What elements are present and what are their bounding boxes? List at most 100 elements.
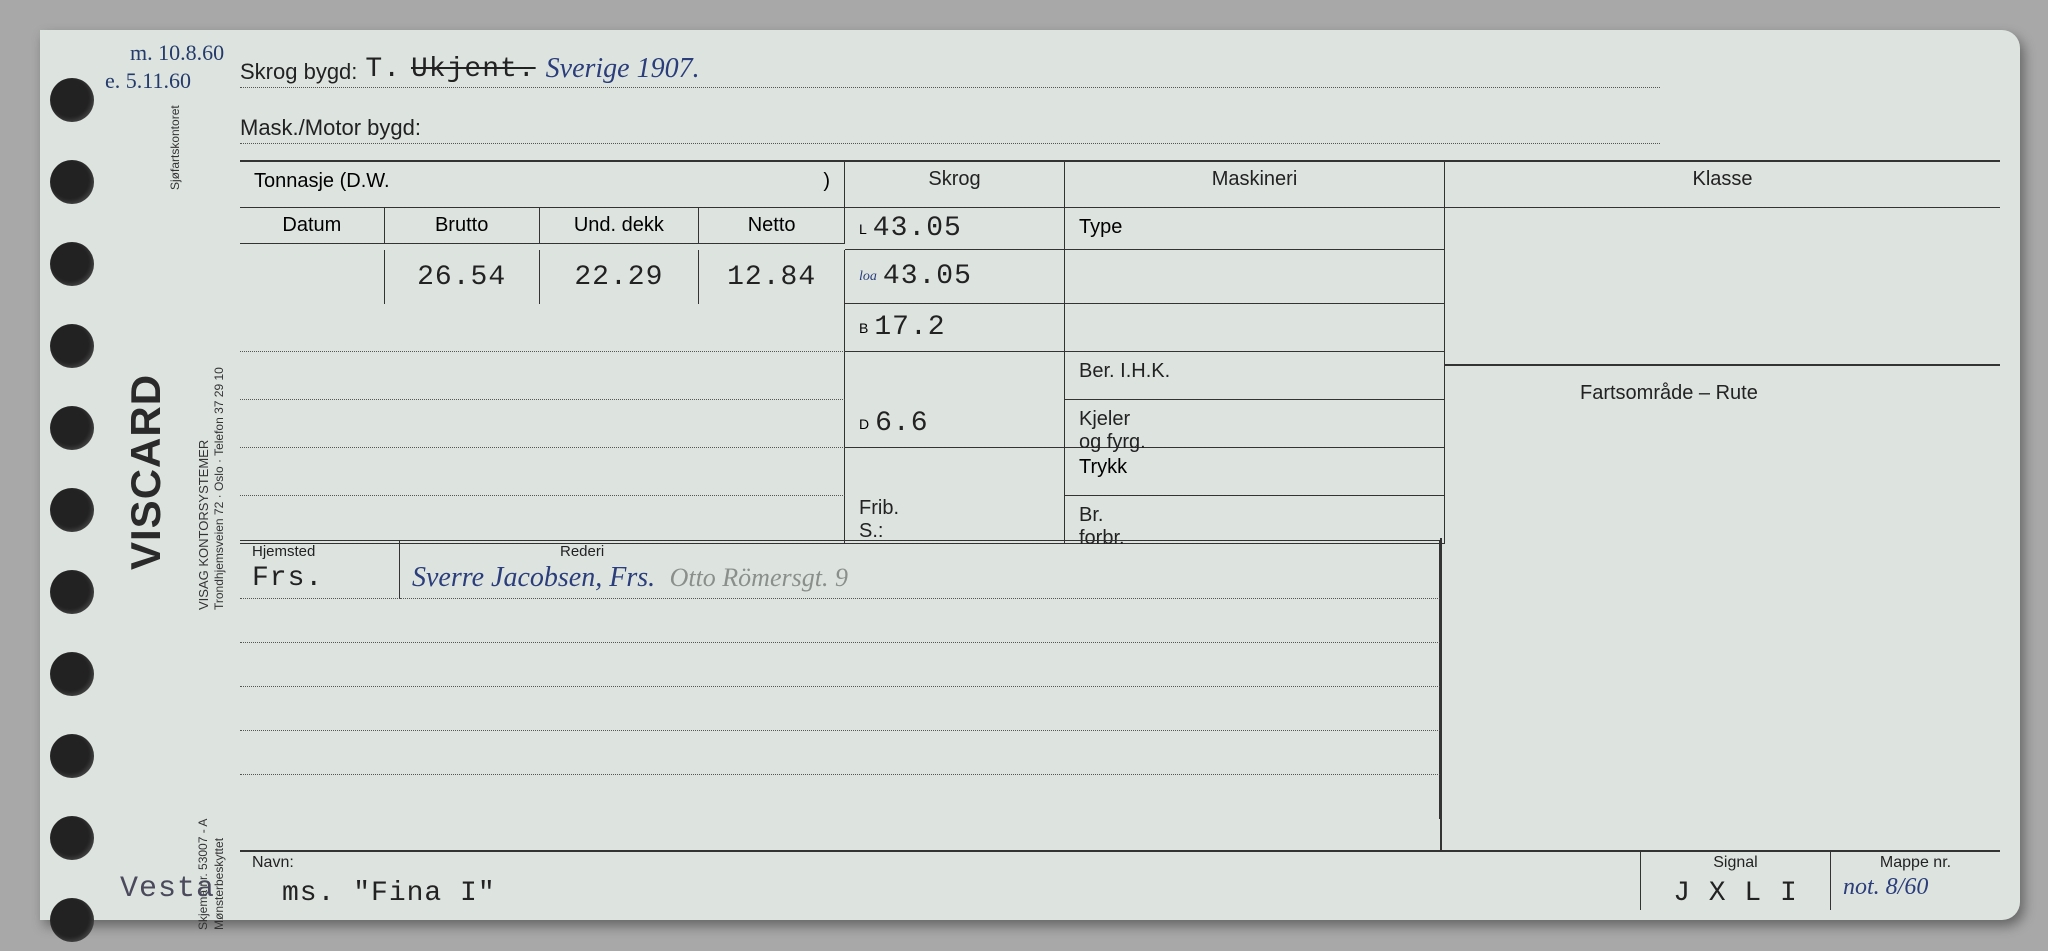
frib-label: Frib. bbox=[859, 497, 899, 520]
tonnage-row-6 bbox=[240, 496, 845, 544]
col-datum: Datum bbox=[240, 208, 385, 244]
hole bbox=[50, 898, 94, 942]
vesta-text: Vesta bbox=[120, 872, 215, 906]
klasse-block: Klasse bbox=[1445, 162, 2000, 250]
skrog-D: D 6.6 bbox=[845, 400, 1065, 448]
maskineri-block: Maskineri Type bbox=[1065, 162, 1445, 250]
skrog-blank bbox=[845, 352, 1065, 400]
hr-blank-1 bbox=[240, 599, 1440, 643]
tonnage-row-5 bbox=[240, 448, 845, 496]
rederi-faded: Otto Römersgt. 9 bbox=[670, 563, 848, 592]
mask-type: Type bbox=[1065, 208, 1445, 250]
hole bbox=[50, 242, 94, 286]
skrog-bygd-prefix: T. bbox=[365, 54, 401, 85]
skrog-bygd-label: Skrog bygd: bbox=[240, 59, 357, 85]
skrog-bygd-struck: Ukjent. bbox=[411, 54, 536, 85]
rederi-cell: Rederi Sverre Jacobsen, Frs. Otto Römers… bbox=[400, 541, 1440, 599]
hole bbox=[50, 652, 94, 696]
index-card: VISCARD Sjøfartskontoret VISAG KONTORSYS… bbox=[40, 30, 2020, 920]
hjemsted-cell: Hjemsted Frs. bbox=[240, 541, 400, 599]
mask-bygd-row: Mask./Motor bygd: bbox=[240, 106, 1660, 144]
tonnage-row-4 bbox=[240, 400, 845, 448]
hr-blank-3 bbox=[240, 687, 1440, 731]
punch-holes bbox=[50, 60, 110, 930]
navn-label: Navn: bbox=[252, 854, 1628, 872]
tonnage-row-3 bbox=[240, 352, 845, 400]
tonnage-row-2 bbox=[240, 304, 845, 352]
fartsomrade-label: Fartsområde – Rute bbox=[1580, 382, 1758, 405]
data-row-6: Frib. S.: Br. forbr. bbox=[240, 496, 2000, 544]
mask-bygd-label: Mask./Motor bygd: bbox=[240, 115, 421, 141]
hole bbox=[50, 406, 94, 450]
hole bbox=[50, 488, 94, 532]
rederi-hand: Sverre Jacobsen, Frs. bbox=[412, 562, 655, 593]
mappe-value: not. 8/60 bbox=[1843, 874, 1988, 901]
skrog-L: L 43.05 bbox=[845, 208, 1065, 250]
tonnage-group-label: Tonnasje (D.W. ) bbox=[240, 162, 845, 208]
col-netto: Netto bbox=[699, 208, 844, 244]
mask-ber: Ber. I.H.K. bbox=[1065, 352, 1445, 400]
skrog-bygd-row: Skrog bygd: T. Ukjent. Sverige 1907. bbox=[240, 50, 1660, 88]
hole bbox=[50, 816, 94, 860]
data-row-5: Trykk bbox=[240, 448, 2000, 496]
skrog-header: Skrog bbox=[845, 162, 1065, 208]
hr-blank-4 bbox=[240, 731, 1440, 775]
skrog-loa: loa 43.05 bbox=[845, 250, 1065, 304]
navn-cell: Navn: ms. "Fina I" bbox=[240, 850, 1640, 910]
skrog-D-prefix: D bbox=[859, 416, 869, 432]
skrog-loa-val: 43.05 bbox=[883, 261, 972, 292]
skrog-bygd-hand: Sverige 1907. bbox=[546, 53, 700, 85]
skrog-B-val: 17.2 bbox=[874, 312, 945, 343]
mappe-cell: Mappe nr. not. 8/60 bbox=[1830, 850, 2000, 910]
klasse-divider bbox=[1445, 364, 2000, 366]
annotation-date-1: m. 10.8.60 bbox=[130, 40, 224, 66]
klasse-header: Klasse bbox=[1445, 162, 2000, 208]
col-und-dekk: Und. dekk bbox=[540, 208, 700, 244]
hjemsted-rederi-block: Hjemsted Frs. Rederi Sverre Jacobsen, Fr… bbox=[240, 540, 1440, 819]
mask-r2 bbox=[1065, 304, 1445, 352]
mask-br: Br. forbr. bbox=[1065, 496, 1445, 544]
tonnage-subheader: Datum Brutto Und. dekk Netto bbox=[240, 208, 845, 244]
tonnage-row-1: 26.54 22.29 12.84 bbox=[240, 250, 845, 304]
skrog-B-prefix: B bbox=[859, 320, 868, 336]
hole bbox=[50, 734, 94, 778]
bottom-bar: Navn: ms. "Fina I" Signal J X L I Mappe … bbox=[240, 850, 2000, 910]
r1-und-dekk: 22.29 bbox=[540, 250, 700, 304]
r1-datum bbox=[240, 250, 385, 304]
mask-r1 bbox=[1065, 250, 1445, 304]
tonnage-label-text: Tonnasje (D.W. bbox=[254, 170, 390, 192]
data-row-4: D 6.6 Kjeler og fyrg. bbox=[240, 400, 2000, 448]
side-visag: VISAG KONTORSYSTEMER bbox=[196, 440, 211, 610]
hr-blank-5 bbox=[240, 775, 1440, 819]
navn-value: ms. "Fina I" bbox=[282, 878, 1628, 909]
hole bbox=[50, 78, 94, 122]
main-grid: Tonnasje (D.W. ) Datum Brutto Und. dekk … bbox=[240, 160, 2000, 544]
mask-kjeler: Kjeler og fyrg. bbox=[1065, 400, 1445, 448]
data-row-1: 26.54 22.29 12.84 loa 43.05 bbox=[240, 250, 2000, 304]
hr-row-1: Hjemsted Frs. Rederi Sverre Jacobsen, Fr… bbox=[240, 541, 1440, 599]
skrog-L-val: 43.05 bbox=[873, 213, 962, 244]
maskineri-header: Maskineri bbox=[1065, 162, 1445, 208]
tonnage-label-close: ) bbox=[823, 170, 830, 193]
mask-trykk: Trykk bbox=[1065, 448, 1445, 496]
hole bbox=[50, 324, 94, 368]
hole bbox=[50, 160, 94, 204]
signal-value: J X L I bbox=[1653, 878, 1818, 909]
skrog-L-prefix: L bbox=[859, 221, 867, 237]
skrog-block: Skrog L 43.05 bbox=[845, 162, 1065, 250]
hjemsted-value: Frs. bbox=[252, 563, 323, 594]
side-addr: Trondhjemsveien 72 · Oslo · Telefon 37 2… bbox=[212, 367, 226, 610]
hjemsted-label: Hjemsted bbox=[252, 543, 315, 560]
r1-brutto: 26.54 bbox=[385, 250, 540, 304]
skrog-frib: Frib. S.: bbox=[845, 496, 1065, 544]
annotation-date-2: e. 5.11.60 bbox=[105, 68, 191, 94]
skrog-loa-prefix: loa bbox=[859, 269, 877, 285]
data-row-2: B 17.2 bbox=[240, 304, 2000, 352]
side-print: Sjøfartskontoret VISAG KONTORSYSTEMER Tr… bbox=[128, 90, 158, 910]
hole bbox=[50, 570, 94, 614]
mappe-label: Mappe nr. bbox=[1843, 854, 1988, 872]
grid-header-row: Tonnasje (D.W. ) Datum Brutto Und. dekk … bbox=[240, 162, 2000, 250]
col-brutto: Brutto bbox=[385, 208, 540, 244]
r1-netto: 12.84 bbox=[699, 250, 844, 304]
content-area: m. 10.8.60 e. 5.11.60 Skrog bygd: T. Ukj… bbox=[240, 50, 2000, 910]
